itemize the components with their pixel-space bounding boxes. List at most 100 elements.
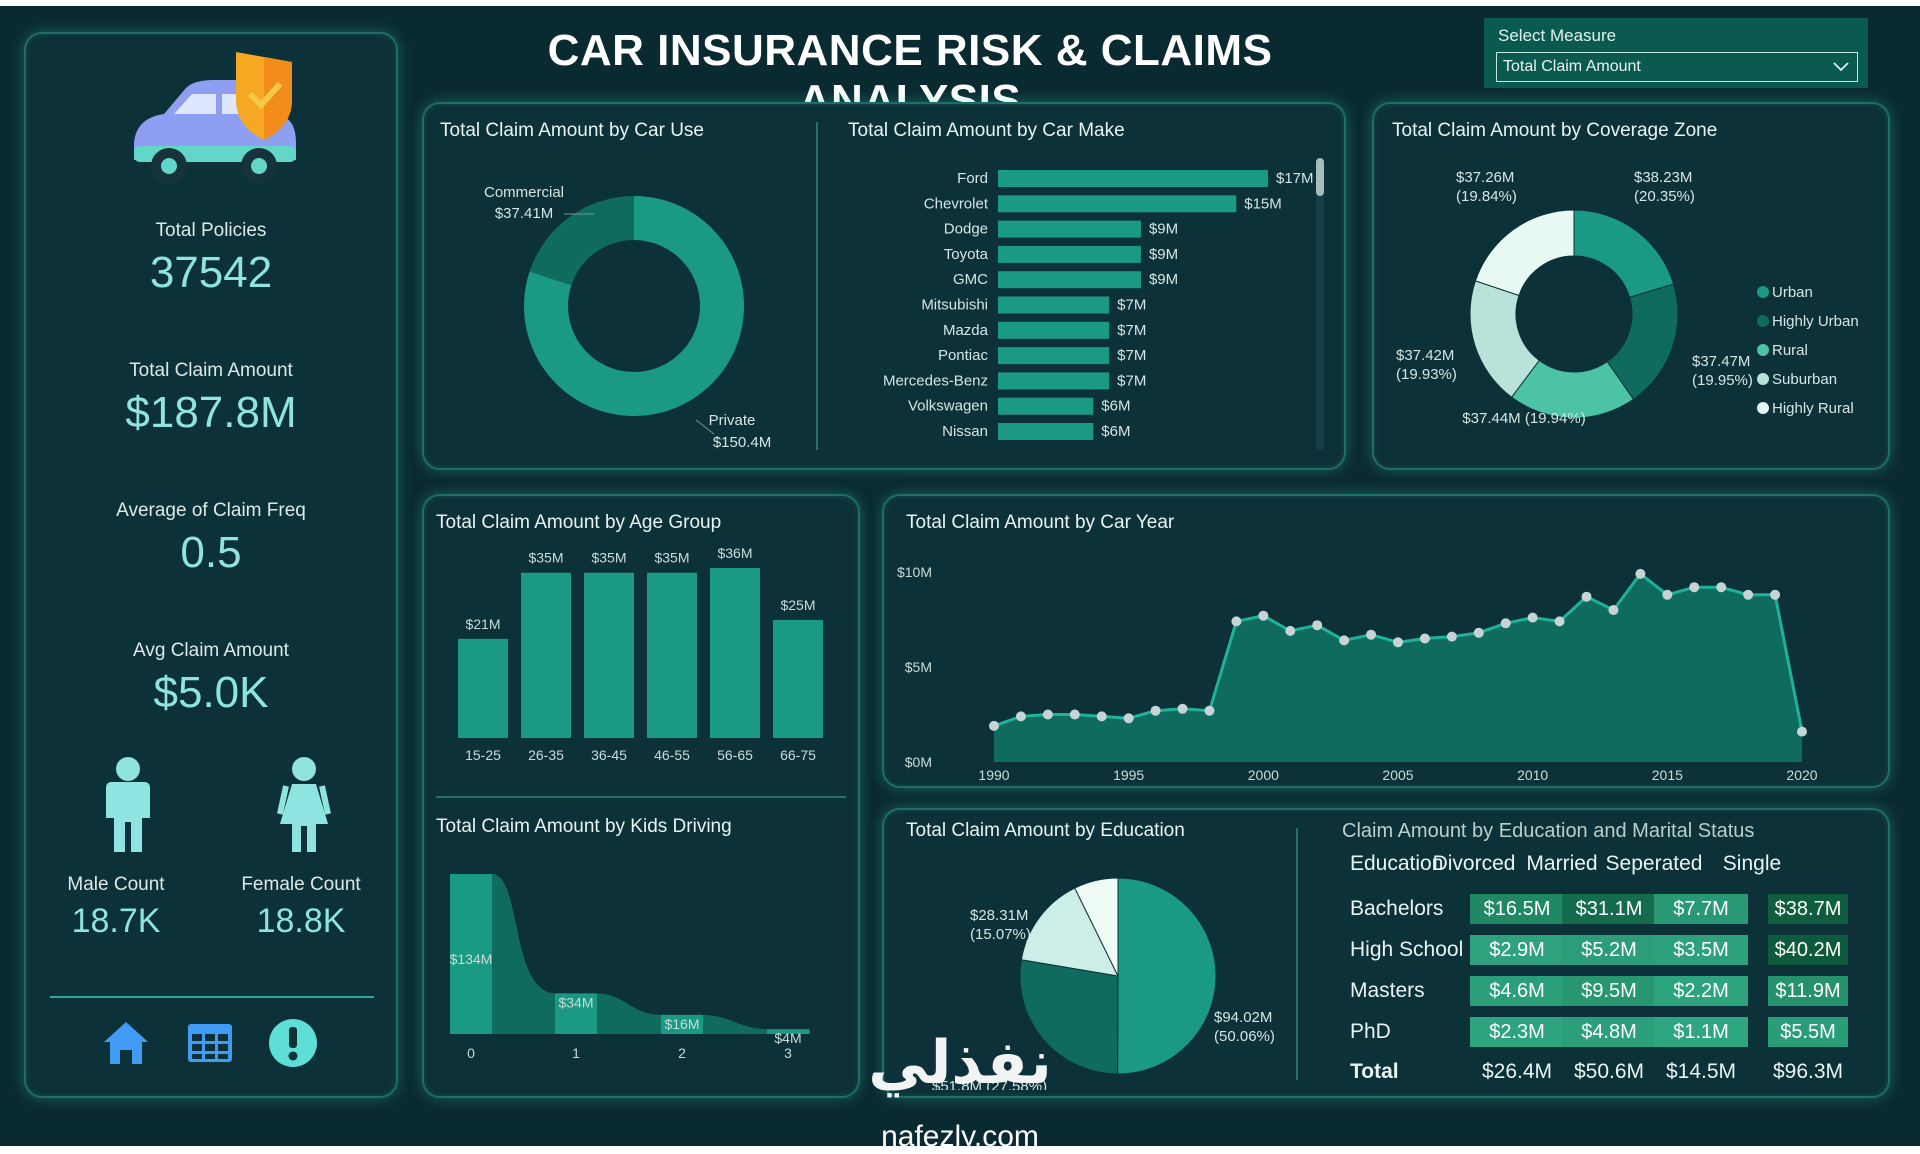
coverage-value-label: (19.93%) bbox=[1396, 366, 1457, 383]
education-value-label: $94.02M bbox=[1214, 1009, 1272, 1026]
car-make-value-label: $7M bbox=[1117, 322, 1146, 339]
matrix-total-cell: $14.5M bbox=[1665, 1060, 1737, 1083]
matrix-total-cell: $50.6M bbox=[1573, 1060, 1645, 1083]
coverage-value-label: $37.44M (19.94%) bbox=[1462, 410, 1585, 427]
coverage-legend-label: Highly Rural bbox=[1772, 400, 1854, 417]
age-group-value-label: $35M bbox=[654, 550, 689, 566]
coverage-legend-marker bbox=[1757, 315, 1769, 327]
sidebar-divider bbox=[50, 996, 374, 998]
coverage-legend-label: Urban bbox=[1772, 284, 1813, 301]
car-make-value-label: $7M bbox=[1117, 297, 1146, 314]
matrix-cell: $5.5M bbox=[1768, 1017, 1848, 1047]
measure-dropdown[interactable]: Total Claim Amount bbox=[1496, 52, 1858, 82]
matrix-column-header: Single bbox=[1722, 852, 1782, 875]
car-year-x-tick: 2005 bbox=[1382, 767, 1413, 780]
coverage-legend-label: Suburban bbox=[1772, 371, 1837, 388]
matrix-cell: $7.7M bbox=[1654, 894, 1748, 924]
matrix-column-header: Seperated bbox=[1605, 852, 1703, 875]
car-make-category-label: GMC bbox=[953, 271, 988, 288]
education-slice-masters bbox=[1020, 887, 1119, 977]
car-year-y-tick: $10M bbox=[897, 564, 932, 580]
car-use-leader bbox=[695, 419, 715, 435]
car-year-point bbox=[1797, 726, 1807, 737]
car-make-bar bbox=[998, 220, 1141, 238]
age-group-category-label: 56-65 bbox=[717, 747, 753, 763]
chevron-down-icon bbox=[1833, 62, 1849, 72]
car-make-bar-chart: Ford $17M Chevrolet $15M Dodge $9M Toyota $9M GM… bbox=[883, 170, 1314, 440]
total-policies-value: 37542 bbox=[149, 248, 273, 297]
car-make-category-label: Dodge bbox=[944, 221, 988, 238]
age-group-value-label: $35M bbox=[591, 550, 626, 566]
matrix-cell: $16.5M bbox=[1470, 894, 1564, 924]
age-group-bar bbox=[710, 568, 760, 738]
car-make-bar bbox=[998, 296, 1110, 314]
car-make-value-label: $9M bbox=[1149, 271, 1178, 288]
matrix-row-label: High School bbox=[1350, 938, 1464, 961]
avg-claim-freq-value: 0.5 bbox=[180, 528, 242, 577]
car-year-x-tick: 2010 bbox=[1517, 767, 1548, 780]
age-group-bar bbox=[458, 638, 508, 738]
age-group-bar bbox=[584, 572, 634, 738]
measure-dropdown-value: Total Claim Amount bbox=[1503, 58, 1641, 75]
car-year-x-tick: 1990 bbox=[978, 767, 1009, 780]
car-make-bar bbox=[998, 321, 1110, 339]
car-make-value-label: $7M bbox=[1117, 372, 1146, 389]
car-make-category-label: Pontiac bbox=[938, 347, 989, 364]
car-year-point bbox=[1339, 635, 1350, 646]
alert-icon[interactable] bbox=[268, 1018, 318, 1068]
age-group-category-label: 46-55 bbox=[654, 747, 690, 763]
car-year-point bbox=[1770, 589, 1781, 600]
car-year-x-tick: 2020 bbox=[1786, 767, 1817, 780]
car-year-point bbox=[1581, 591, 1592, 602]
kids-driving-category-label: 0 bbox=[467, 1045, 475, 1061]
car-year-point bbox=[1500, 618, 1511, 629]
age-kids-panel: Total Claim Amount by Age Group $21M 15-2… bbox=[422, 494, 860, 1098]
car-make-category-label: Volkswagen bbox=[908, 398, 988, 415]
age-group-category-label: 15-25 bbox=[465, 747, 501, 763]
car-year-x-tick: 2000 bbox=[1248, 767, 1279, 780]
car-year-area bbox=[994, 573, 1802, 762]
car-make-category-label: Mercedes-Benz bbox=[883, 372, 988, 389]
matrix-cell: $9.5M bbox=[1562, 976, 1656, 1006]
kids-driving-title: Total Claim Amount by Kids Driving bbox=[436, 816, 732, 837]
matrix-cell: $4.8M bbox=[1562, 1017, 1656, 1047]
kids-driving-area bbox=[450, 874, 810, 1034]
age-group-category-label: 36-45 bbox=[591, 747, 627, 763]
car-use-make-panel: Total Claim Amount by Car Use Commercial… bbox=[422, 102, 1346, 470]
education-panel: Total Claim Amount by Education $94.02M (… bbox=[882, 808, 1890, 1098]
coverage-zone-title: Total Claim Amount by Coverage Zone bbox=[1392, 120, 1718, 141]
car-year-point bbox=[1419, 633, 1430, 644]
panel-divider bbox=[1296, 828, 1298, 1080]
car-make-value-label: $9M bbox=[1149, 221, 1178, 238]
female-count-value: 18.8K bbox=[256, 902, 346, 940]
kids-driving-bar bbox=[661, 1014, 703, 1034]
car-year-point bbox=[1042, 709, 1053, 720]
car-use-slice-private bbox=[524, 196, 744, 416]
kids-driving-value-label: $34M bbox=[558, 994, 593, 1010]
car-year-point bbox=[1608, 605, 1619, 615]
male-icon bbox=[106, 757, 150, 852]
home-icon[interactable] bbox=[102, 1020, 150, 1066]
car-make-bar bbox=[998, 372, 1110, 390]
car-make-scrollbar-thumb[interactable] bbox=[1316, 158, 1324, 196]
car-make-scrollbar[interactable] bbox=[1316, 158, 1324, 450]
car-make-category-label: Mitsubishi bbox=[921, 297, 988, 314]
car-year-point bbox=[1231, 616, 1242, 627]
coverage-legend-marker bbox=[1757, 373, 1769, 385]
coverage-value-label: $37.47M bbox=[1692, 353, 1750, 370]
matrix-total-label: Total bbox=[1350, 1060, 1399, 1083]
car-make-value-label: $17M bbox=[1276, 170, 1314, 187]
matrix-row-label: PhD bbox=[1350, 1020, 1391, 1043]
car-make-value-label: $15M bbox=[1244, 195, 1282, 212]
car-year-point bbox=[1177, 703, 1188, 714]
coverage-slice-urban bbox=[1573, 209, 1675, 298]
car-shield-icon bbox=[134, 52, 296, 184]
matrix-cell: $2.3M bbox=[1470, 1017, 1564, 1047]
car-year-point bbox=[989, 720, 999, 731]
car-make-value-label: $9M bbox=[1149, 246, 1178, 263]
table-icon[interactable] bbox=[186, 1022, 234, 1064]
car-use-title: Total Claim Amount by Car Use bbox=[440, 120, 704, 141]
total-claim-value: $187.8M bbox=[125, 388, 297, 437]
matrix-cell: $40.2M bbox=[1768, 935, 1848, 965]
education-title: Total Claim Amount by Education bbox=[906, 820, 1185, 841]
